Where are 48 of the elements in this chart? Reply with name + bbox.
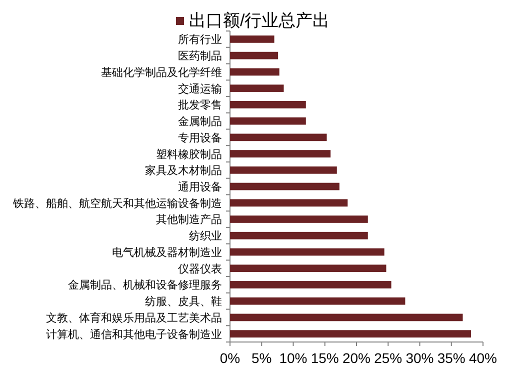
- bar: [230, 232, 368, 240]
- bar: [230, 264, 386, 272]
- y-tick-label: 文教、体育和娱乐用品及工艺美术品: [46, 311, 222, 324]
- bar: [230, 150, 331, 158]
- bar: [230, 199, 348, 207]
- y-tick-label: 电气机械及器材制造业: [112, 246, 222, 259]
- y-tick-label: 塑料橡胶制品: [156, 148, 222, 161]
- y-tick-label: 金属制品、机械和设备修理服务: [68, 278, 222, 292]
- bar: [230, 52, 278, 60]
- x-tick-label: 0%: [220, 350, 240, 366]
- x-tick-label: 20%: [342, 350, 371, 366]
- y-tick-label: 铁路、船舶、航空航天和其他运输设备制造: [12, 196, 222, 210]
- x-tick-label: 35%: [437, 350, 466, 366]
- y-tick-label: 纺织业: [189, 230, 222, 243]
- y-tick-label: 金属制品: [178, 115, 222, 128]
- y-tick-label: 其他制造产品: [156, 213, 222, 226]
- y-tick-label: 家具及木材制品: [145, 164, 222, 178]
- y-tick-label: 所有行业: [178, 33, 222, 46]
- bar: [230, 68, 280, 76]
- y-tick-label: 专用设备: [178, 131, 222, 144]
- y-tick-label: 批发零售: [178, 100, 222, 112]
- x-tick-label: 40%: [468, 350, 498, 366]
- x-tick-label: 15%: [310, 350, 339, 366]
- y-tick-label: 纺服、皮具、鞋: [145, 295, 222, 308]
- x-tick-label: 10%: [279, 350, 308, 366]
- bar: [230, 100, 306, 108]
- y-tick-label: 仪器仪表: [178, 262, 222, 276]
- bar: [230, 166, 337, 174]
- bar: [230, 281, 392, 288]
- bar: [230, 117, 306, 125]
- y-tick-label: 计算机、通信和其他电子设备制造业: [46, 328, 222, 341]
- x-tick-label: 30%: [406, 350, 434, 366]
- bar: [230, 216, 368, 223]
- bar: [230, 134, 327, 142]
- bar: [230, 84, 284, 92]
- legend-label: 出口额/行业总产出: [189, 11, 330, 30]
- bar: [230, 297, 406, 305]
- y-tick-label: 通用设备: [178, 180, 222, 194]
- bar: [230, 314, 463, 322]
- x-tick-label: 25%: [374, 350, 402, 366]
- bar: [230, 248, 384, 256]
- y-tick-label: 医药制品: [178, 50, 222, 63]
- y-tick-label: 交通运输: [178, 82, 222, 96]
- x-tick-label: 5%: [252, 350, 272, 366]
- bar: [230, 330, 471, 338]
- y-tick-label: 基础化学制品及化学纤维: [101, 66, 222, 79]
- bar: [230, 182, 340, 190]
- bar: [230, 36, 274, 43]
